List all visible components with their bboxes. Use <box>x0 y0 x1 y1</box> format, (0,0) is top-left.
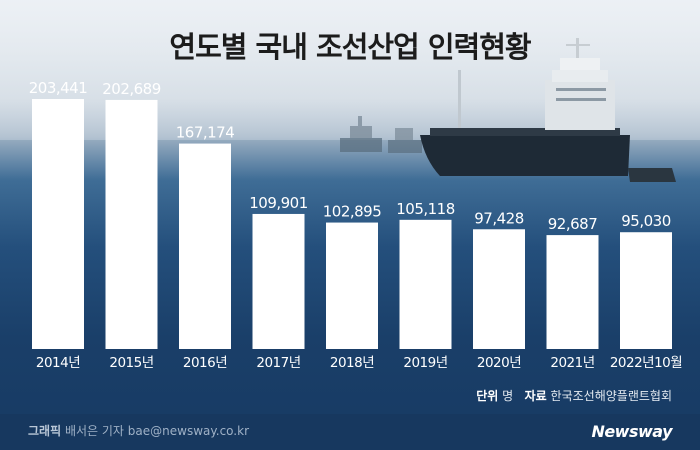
bar-1 <box>105 99 158 349</box>
source-value: 한국조선해양플랜트협회 <box>550 389 672 403</box>
distant-ship-1 <box>340 116 382 152</box>
chart-title: 연도별 국내 조선산업 인력현황 <box>169 30 531 64</box>
category-label-8: 2022년10월 <box>610 355 682 371</box>
value-label-7: 92,687 <box>548 215 598 233</box>
value-label-6: 97,428 <box>474 209 524 227</box>
bar-8 <box>620 232 672 349</box>
graphic-credit: 그래픽 배서은 기자 bae@newsway.co.kr <box>28 422 249 439</box>
category-label-4: 2018년 <box>330 355 374 371</box>
value-label-0: 203,441 <box>29 79 88 97</box>
category-label-7: 2021년 <box>550 355 594 371</box>
credit-name: 배서은 기자 <box>64 424 124 438</box>
unit-label: 단위 <box>476 389 499 403</box>
value-label-1: 202,689 <box>102 80 161 98</box>
category-label-0: 2014년 <box>36 355 80 371</box>
credit-email: bae@newsway.co.kr <box>127 424 250 438</box>
value-label-5: 105,118 <box>396 200 455 218</box>
bar-5 <box>399 219 452 349</box>
bar-7 <box>546 235 599 349</box>
value-label-8: 95,030 <box>621 212 671 230</box>
unit-value: 명 <box>502 389 514 403</box>
credit-label: 그래픽 <box>28 424 62 438</box>
category-label-5: 2019년 <box>403 355 447 371</box>
tanker-ship <box>420 38 676 182</box>
bar-0 <box>32 99 84 349</box>
value-label-4: 102,895 <box>323 203 382 221</box>
source-note: 단위 명 자료 한국조선해양플랜트협회 <box>476 387 672 404</box>
bar-3 <box>252 213 305 349</box>
distant-ship-2 <box>388 128 422 153</box>
category-label-1: 2015년 <box>109 355 153 371</box>
category-label-6: 2020년 <box>477 355 521 371</box>
category-label-3: 2017년 <box>256 355 300 371</box>
value-label-3: 109,901 <box>249 194 308 212</box>
bar-2 <box>179 143 231 349</box>
bar-4 <box>326 222 378 349</box>
newsway-logo: Newsway <box>591 422 672 441</box>
category-label-2: 2016년 <box>183 355 227 371</box>
value-label-2: 167,174 <box>176 124 235 142</box>
bar-6 <box>473 229 525 349</box>
footer-bar: 그래픽 배서은 기자 bae@newsway.co.kr Newsway <box>0 414 700 450</box>
source-label: 자료 <box>524 389 547 403</box>
